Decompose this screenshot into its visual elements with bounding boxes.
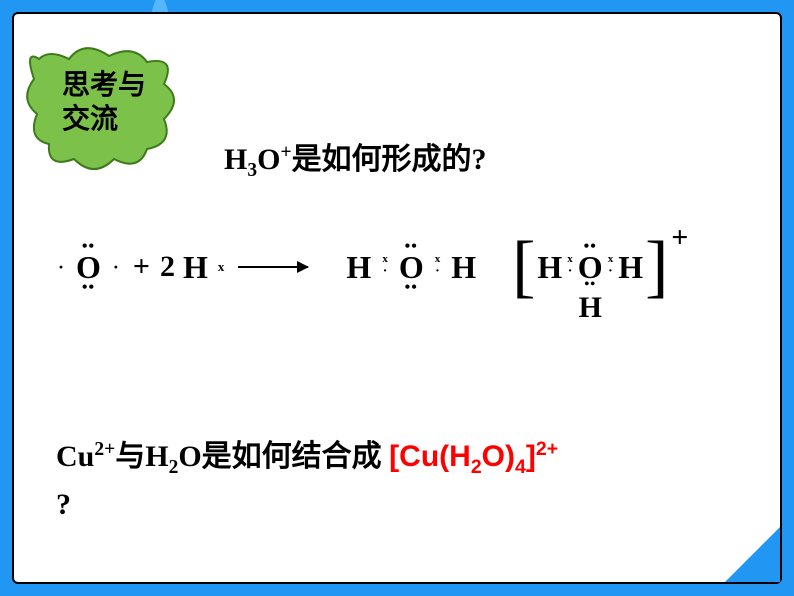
q2-qmark: ? xyxy=(56,488,71,521)
question-1: H3O+是如何形成的? xyxy=(224,134,487,182)
question-2: Cu2+与H2O是如何结合成 [Cu(H2O)4]2+? xyxy=(56,434,720,527)
ribbon-label: 思考与 交流 xyxy=(62,69,146,136)
slide-frame: 思考与 交流 H3O+是如何形成的? · •• O •• · + 2H x H … xyxy=(12,12,782,584)
oxygen-lewis-water: •• O •• xyxy=(397,249,426,286)
dots-bot: •• xyxy=(82,284,95,292)
bracket-charge: + xyxy=(671,221,688,255)
oxygen-lewis-1: •• O •• xyxy=(74,249,103,286)
H-right-water: H xyxy=(449,249,478,286)
q1-sub3: 3 xyxy=(247,160,257,181)
corner-triangle xyxy=(725,527,780,582)
q2-text2: O是如何结合成 xyxy=(178,440,389,473)
bond-xdot-3: x· xyxy=(564,255,576,278)
O-atom: •• O •• xyxy=(74,249,103,286)
ribbon-line1: 思考与 xyxy=(62,69,146,103)
oxygen-lewis-h3o: •• O •• H xyxy=(576,249,605,286)
q2-Cu: Cu xyxy=(56,440,94,473)
H-reactant: H xyxy=(181,249,210,286)
q2-text1: 与H xyxy=(115,440,168,473)
q1-O: O xyxy=(257,143,280,176)
lone-dot-right: · xyxy=(109,258,123,276)
O-h3o: •• O •• H xyxy=(576,249,605,286)
bond-xdot-2: x· xyxy=(432,255,444,278)
coef-2: 2 xyxy=(160,250,175,284)
reaction-arrow xyxy=(238,266,308,268)
bond-xdot-1: x· xyxy=(379,255,391,278)
lone-dot-left: · xyxy=(54,258,68,276)
q1-H: H xyxy=(224,143,247,176)
q1-text: 是如何形成的? xyxy=(292,143,487,176)
dots-top: •• xyxy=(82,243,95,251)
cu-complex-formula: [Cu(H2O)4]2+ xyxy=(389,440,558,473)
q2-2plus: 2+ xyxy=(94,439,115,460)
bond-xdot-4: x· xyxy=(605,255,617,278)
O-water: •• O •• xyxy=(397,249,426,286)
plus-sign: + xyxy=(129,250,154,284)
H-right-h3o: H xyxy=(616,249,645,286)
bracket-left: [ xyxy=(512,239,535,295)
ribbon-line2: 交流 xyxy=(62,103,146,137)
x-electron: x xyxy=(216,259,227,275)
H-bottom-h3o: H xyxy=(579,291,602,325)
bracket-right: ] xyxy=(645,239,668,295)
q1-plus: + xyxy=(280,142,291,163)
H-left-h3o: H xyxy=(535,249,564,286)
hydronium-bracket: [ H x· •• O •• H x· H ] + xyxy=(508,239,672,295)
H-left-water: H xyxy=(344,249,373,286)
q2-sub2: 2 xyxy=(169,457,179,478)
lewis-equation: · •• O •• · + 2H x H x· •• O •• x· H xyxy=(54,239,740,295)
